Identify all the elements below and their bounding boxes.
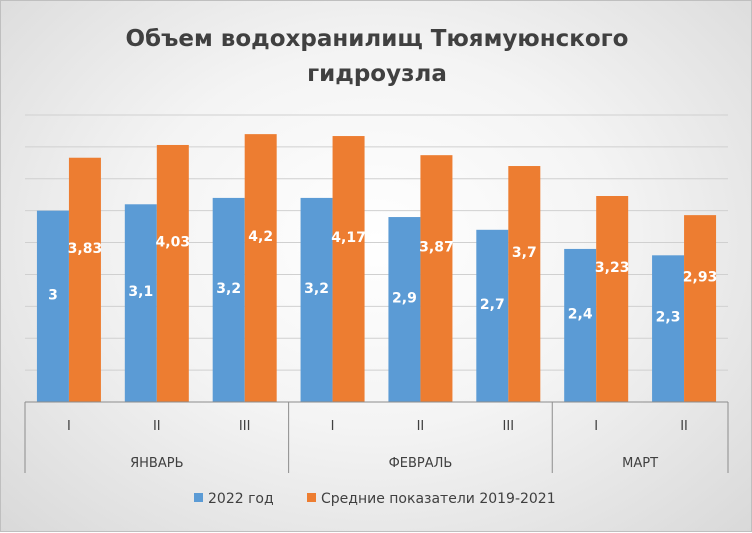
bar-series-2022	[212, 197, 245, 402]
legend-label: 2022 год	[208, 491, 274, 507]
data-label: 3,23	[595, 260, 630, 276]
data-label: 3,83	[68, 241, 103, 257]
bar-series-avg	[684, 215, 717, 402]
bar-series-2022	[564, 248, 597, 402]
bar-series-avg	[332, 136, 365, 402]
bar-series-2022	[652, 255, 685, 402]
x-tick-label: II	[680, 419, 688, 434]
x-tick-label: I	[67, 419, 71, 434]
legend-label: Средние показатели 2019-2021	[321, 491, 556, 507]
x-tick-label: II	[417, 419, 425, 434]
x-tick-label: III	[239, 419, 251, 434]
x-group-label: ФЕВРАЛЬ	[389, 456, 453, 471]
bar-series-avg	[420, 155, 453, 402]
bars: 3 3,1 3,2 3,2 2,9 2,7 2,4 2,3 3,83 4,03 4,2 4,17 3,8…	[36, 134, 718, 402]
data-label: 4,2	[248, 229, 273, 245]
data-label: 2,4	[568, 306, 593, 322]
x-tick-label: III	[503, 419, 515, 434]
chart-title-line-2: гидроузла	[307, 61, 447, 87]
data-label: 4,03	[156, 234, 191, 250]
data-label: 2,7	[480, 297, 505, 313]
chart-title-line-1: Объем водохранилищ Тюямуюнского	[126, 26, 629, 52]
data-label: 3,1	[128, 284, 153, 300]
bar-series-avg	[508, 166, 541, 402]
bar-series-2022	[36, 210, 69, 402]
legend-swatch	[307, 493, 316, 502]
bar-series-2022	[388, 217, 421, 402]
data-label: 3,87	[419, 240, 454, 256]
legend-swatch	[194, 493, 203, 502]
data-label: 2,9	[392, 291, 417, 307]
data-label: 3	[48, 287, 58, 303]
bar-series-2022	[300, 197, 333, 402]
legend[interactable]: 2022 год Средние показатели 2019-2021	[194, 491, 556, 507]
bar-series-avg	[68, 157, 101, 402]
bar-series-avg	[596, 195, 629, 402]
bar-series-2022	[476, 229, 509, 402]
data-label: 2,93	[683, 270, 718, 286]
x-group-label: МАРТ	[622, 456, 658, 471]
bar-series-2022	[124, 204, 157, 402]
data-label: 3,7	[512, 245, 537, 261]
data-label: 2,3	[656, 310, 681, 326]
x-tick-label: I	[594, 419, 598, 434]
x-tick-label: II	[153, 419, 161, 434]
bar-series-avg	[156, 144, 189, 402]
bar-series-avg	[244, 134, 277, 402]
data-label: 3,2	[216, 281, 241, 297]
x-tick-label: I	[331, 419, 335, 434]
data-label: 3,2	[304, 281, 329, 297]
x-group-label: ЯНВАРЬ	[130, 456, 183, 471]
data-label: 4,17	[331, 230, 366, 246]
